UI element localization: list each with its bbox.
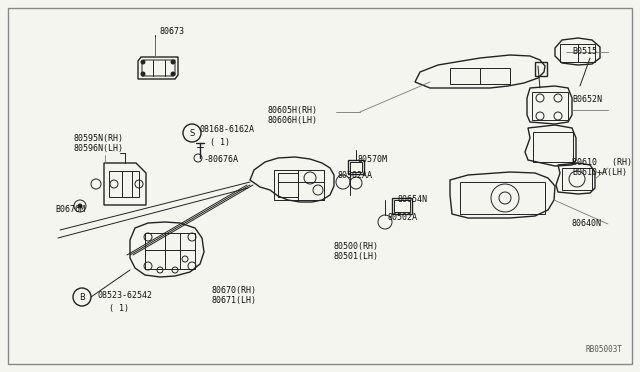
- Text: B0676M: B0676M: [55, 205, 85, 215]
- Text: 80671(LH): 80671(LH): [212, 296, 257, 305]
- Text: 08523-62542: 08523-62542: [98, 292, 153, 301]
- Text: 80654N: 80654N: [398, 196, 428, 205]
- Text: 80673: 80673: [160, 28, 185, 36]
- Text: RB05003T: RB05003T: [585, 345, 622, 354]
- Text: -80676A: -80676A: [204, 155, 239, 164]
- Text: 80570M: 80570M: [358, 155, 388, 164]
- Circle shape: [78, 204, 82, 208]
- Text: B0610+A(LH): B0610+A(LH): [572, 169, 627, 177]
- Text: B0652N: B0652N: [572, 96, 602, 105]
- Text: 80596N(LH): 80596N(LH): [73, 144, 123, 153]
- Bar: [535, 62, 547, 76]
- Circle shape: [141, 60, 145, 64]
- Bar: [533, 132, 573, 162]
- Text: 08168-6162A: 08168-6162A: [200, 125, 255, 135]
- Bar: [562, 168, 592, 190]
- Circle shape: [171, 60, 175, 64]
- Text: 80595N(RH): 80595N(RH): [73, 134, 123, 142]
- Bar: [532, 92, 568, 120]
- Circle shape: [141, 72, 145, 76]
- Bar: [560, 44, 595, 62]
- Text: B0515: B0515: [572, 48, 597, 57]
- Bar: [392, 198, 412, 214]
- Bar: [460, 182, 545, 214]
- Text: ( 1): ( 1): [210, 138, 230, 147]
- Text: S: S: [189, 128, 195, 138]
- Bar: [394, 200, 410, 212]
- Bar: [348, 160, 364, 174]
- Bar: [350, 162, 362, 172]
- Text: ( 1): ( 1): [109, 304, 129, 312]
- Text: B0610   (RH): B0610 (RH): [572, 158, 632, 167]
- Text: 80502A: 80502A: [387, 214, 417, 222]
- Text: 80605H(RH): 80605H(RH): [268, 106, 318, 115]
- Text: 80670(RH): 80670(RH): [212, 285, 257, 295]
- Text: 80640N: 80640N: [572, 219, 602, 228]
- Text: 80500(RH): 80500(RH): [333, 241, 378, 250]
- Text: 80606H(LH): 80606H(LH): [268, 115, 318, 125]
- Text: 80502AA: 80502AA: [337, 170, 372, 180]
- Text: B: B: [79, 292, 85, 301]
- Circle shape: [171, 72, 175, 76]
- Bar: [278, 173, 298, 197]
- Bar: [145, 233, 195, 269]
- Bar: [109, 171, 139, 197]
- Text: 80501(LH): 80501(LH): [333, 253, 378, 262]
- Bar: [274, 170, 324, 200]
- Bar: [450, 68, 510, 84]
